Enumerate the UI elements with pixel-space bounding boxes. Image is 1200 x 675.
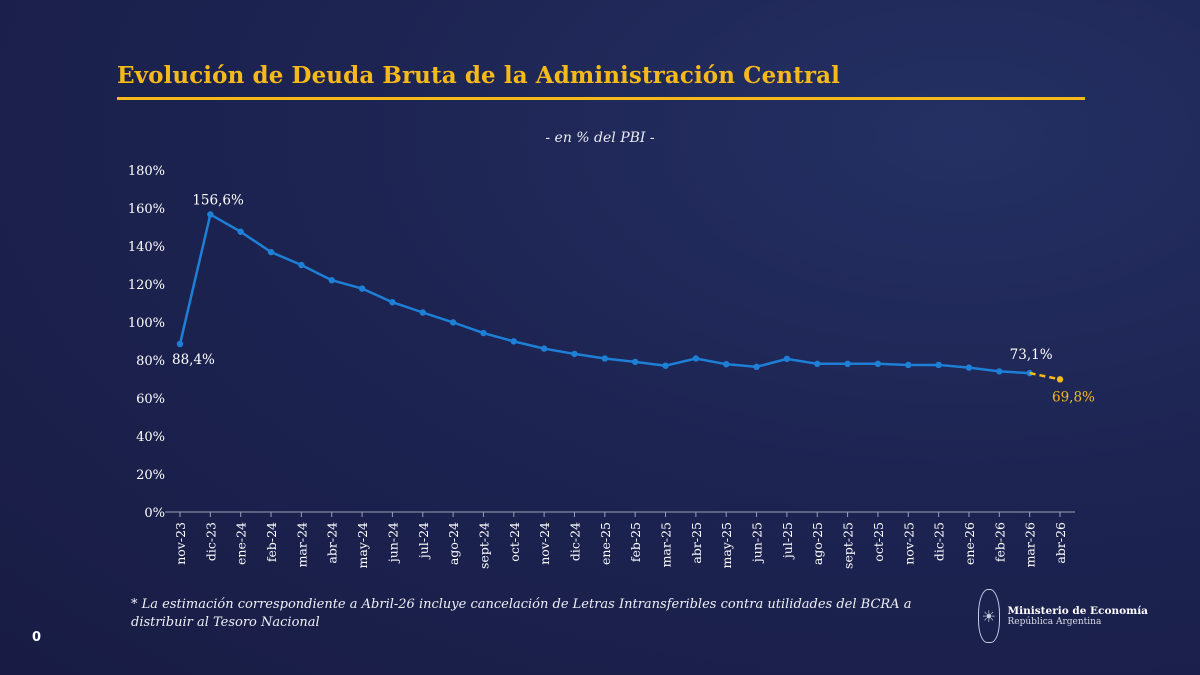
data-point xyxy=(692,355,700,362)
data-label: 88,4% xyxy=(172,352,215,368)
x-tick-label: jun-25 xyxy=(750,522,765,564)
data-point xyxy=(874,360,882,367)
data-point xyxy=(601,355,609,362)
x-tick-label: jun-24 xyxy=(385,522,400,564)
ministry-logo: ☀ Ministerio de Economía República Argen… xyxy=(978,588,1148,644)
data-point xyxy=(571,350,578,358)
data-point xyxy=(449,319,457,326)
series-line-estimate xyxy=(1029,371,1061,381)
data-point xyxy=(237,228,244,235)
page-title: Evolución de Deuda Bruta de la Administr… xyxy=(117,62,840,89)
series-line-actual xyxy=(178,213,1030,375)
x-tick-label: ago-25 xyxy=(810,522,825,565)
y-tick-label: 120% xyxy=(128,278,165,293)
footnote: * La estimación correspondiente a Abril-… xyxy=(131,597,912,630)
x-tick-label: ago-24 xyxy=(446,522,461,565)
x-tick-label: nov-24 xyxy=(537,522,552,565)
y-tick-label: 180% xyxy=(128,164,165,179)
x-tick-label: abr-24 xyxy=(325,522,340,564)
x-tick-label: feb-26 xyxy=(992,522,1007,562)
data-point xyxy=(935,361,942,369)
x-tick-label: may-24 xyxy=(355,522,370,569)
x-tick-label: ene-24 xyxy=(234,522,249,565)
title-underline xyxy=(117,97,1085,100)
x-tick-label: abr-25 xyxy=(689,522,704,564)
data-label: 156,6% xyxy=(192,192,244,208)
data-point-estimate xyxy=(1056,376,1064,383)
x-tick-label: jul-25 xyxy=(780,522,795,560)
x-tick-label: nov-23 xyxy=(173,522,188,565)
coat-of-arms-icon: ☀ xyxy=(978,589,1000,643)
data-point xyxy=(358,285,366,292)
data-label: 69,8% xyxy=(1052,389,1095,405)
data-point xyxy=(753,363,760,371)
y-tick-label: 0% xyxy=(144,506,165,521)
y-tick-label: 80% xyxy=(136,354,165,369)
data-point xyxy=(965,364,973,371)
x-tick-label: mar-25 xyxy=(659,522,674,567)
y-tick-label: 60% xyxy=(136,392,165,407)
x-tick-label: dic-24 xyxy=(567,522,582,561)
data-point xyxy=(905,361,912,369)
country-name: República Argentina xyxy=(1007,617,1102,627)
data-point xyxy=(783,355,791,363)
x-tick-label: ene-26 xyxy=(962,522,977,565)
x-tick-label: feb-24 xyxy=(264,522,279,562)
x-tick-label: nov-25 xyxy=(901,522,916,565)
data-point xyxy=(723,360,730,368)
x-tick-label: feb-25 xyxy=(628,522,643,562)
x-tick-label: dic-25 xyxy=(932,522,947,561)
data-point xyxy=(844,360,851,367)
x-tick-label: oct-25 xyxy=(871,522,886,562)
x-tick-label: oct-24 xyxy=(507,522,522,562)
data-point xyxy=(662,362,669,369)
data-point xyxy=(814,360,821,367)
x-tick-label: jul-24 xyxy=(416,522,431,560)
data-point xyxy=(419,309,426,316)
data-point xyxy=(631,358,639,366)
data-point xyxy=(389,299,396,306)
x-tick-label: ene-25 xyxy=(598,522,613,565)
x-tick-label: dic-23 xyxy=(203,522,218,561)
chart-subtitle: - en % del PBI - xyxy=(545,130,655,146)
y-tick-label: 40% xyxy=(136,430,165,445)
x-tick-label: may-25 xyxy=(719,522,734,569)
page-number: 0 xyxy=(32,630,42,645)
x-tick-label: mar-26 xyxy=(1023,522,1038,567)
ministry-name: Ministerio de Economía xyxy=(1007,605,1148,617)
data-point xyxy=(207,211,214,218)
x-tick-label: sept-25 xyxy=(841,522,856,569)
data-point xyxy=(328,277,335,284)
data-point xyxy=(298,261,305,269)
x-tick-label: abr-26 xyxy=(1053,522,1068,564)
data-point xyxy=(540,345,548,352)
data-point xyxy=(480,329,487,337)
y-tick-label: 100% xyxy=(128,316,165,331)
y-tick-label: 140% xyxy=(128,240,165,255)
x-tick-label: sept-24 xyxy=(476,522,491,569)
y-tick-label: 20% xyxy=(136,468,165,483)
data-point xyxy=(510,338,517,345)
data-point xyxy=(176,340,184,348)
y-tick-label: 160% xyxy=(128,202,165,217)
x-tick-label: mar-24 xyxy=(294,522,309,567)
data-point xyxy=(267,248,275,256)
data-point xyxy=(996,368,1003,375)
data-label: 73,1% xyxy=(1010,347,1053,363)
